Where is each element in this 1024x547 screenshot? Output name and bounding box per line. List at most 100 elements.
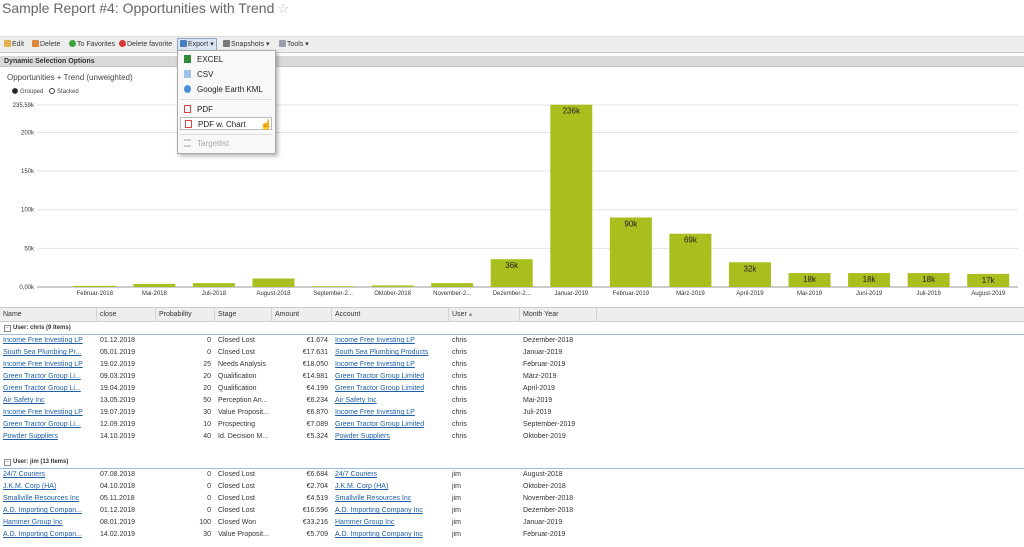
cell-name[interactable]: Income Free Investing LP: [3, 409, 83, 416]
bar[interactable]: [669, 233, 712, 287]
column-header-account[interactable]: Account: [332, 308, 449, 321]
bar[interactable]: [550, 104, 593, 288]
column-header-user[interactable]: User ▴: [449, 308, 520, 321]
table-row[interactable]: Powder Suppliers 14.10.2019 40 Id. Decision…: [0, 431, 1024, 443]
cell-account[interactable]: Air Safety Inc: [335, 397, 377, 404]
bar[interactable]: [73, 285, 116, 287]
tools-button[interactable]: Tools ▾: [279, 39, 309, 50]
column-header-probability[interactable]: Probability: [156, 308, 215, 321]
cell-name[interactable]: Income Free Investing LP: [3, 361, 83, 368]
group-header[interactable]: − User: chris (9 Items): [0, 322, 1024, 335]
cell-name[interactable]: Green Tractor Group Li...: [3, 385, 81, 392]
cell-account[interactable]: Income Free Investing LP: [335, 361, 415, 368]
cell-account[interactable]: A.D. Importing Company Inc: [335, 531, 423, 538]
cell-month-year: November-2018: [523, 495, 574, 502]
cell-stage: Closed Lost: [218, 483, 255, 490]
cell-name[interactable]: Hammer Group Inc: [3, 519, 63, 526]
favorite-star-icon[interactable]: ☆: [277, 1, 290, 16]
export-excel-item[interactable]: EXCEL: [180, 53, 272, 66]
bar[interactable]: [967, 273, 1010, 287]
x-tick-label: Mai-2018: [142, 291, 168, 297]
cell-account[interactable]: Powder Suppliers: [335, 433, 390, 440]
add-icon: [69, 40, 76, 47]
bar[interactable]: [431, 283, 474, 287]
column-header-month-year[interactable]: Month Year: [520, 308, 597, 321]
cell-name[interactable]: 24/7 Couriers: [3, 471, 46, 478]
table-row[interactable]: Green Tractor Group Li... 12.09.2019 10 Pro…: [0, 419, 1024, 431]
cell-name[interactable]: A.D. Importing Compan...: [3, 531, 82, 538]
bar[interactable]: [312, 286, 355, 287]
chevron-down-icon: ▾: [266, 41, 270, 48]
grouped-radio[interactable]: Grouped: [12, 88, 43, 95]
bar[interactable]: [788, 273, 831, 287]
bar-data-label: 236k: [563, 107, 581, 116]
table-row[interactable]: A.D. Importing Compan... 14.02.2019 30 Valu…: [0, 529, 1024, 541]
table-row[interactable]: Income Free Investing LP 19.02.2019 25 Need…: [0, 359, 1024, 371]
bar-data-label: 36k: [505, 261, 519, 270]
bar[interactable]: [848, 273, 891, 287]
table-row[interactable]: A.D. Importing Compan... 01.12.2018 0 Close…: [0, 505, 1024, 517]
cell-name[interactable]: A.D. Importing Compan...: [3, 507, 82, 514]
cell-account[interactable]: Green Tractor Group Limited: [335, 421, 425, 428]
column-header-name[interactable]: Name: [0, 308, 97, 321]
table-row[interactable]: J.K.M. Corp (HA) 04.10.2018 0 Closed Lost €2…: [0, 481, 1024, 493]
column-header-close[interactable]: close: [97, 308, 156, 321]
collapse-icon[interactable]: −: [4, 459, 11, 466]
stacked-radio[interactable]: Stacked: [49, 88, 79, 95]
cell-account[interactable]: Green Tractor Group Limited: [335, 373, 425, 380]
bar[interactable]: [609, 217, 652, 287]
table-row[interactable]: Hammer Group Inc 08.01.2019 100 Closed Won €…: [0, 517, 1024, 529]
cell-account[interactable]: Hammer Group Inc: [335, 519, 395, 526]
bar[interactable]: [371, 285, 414, 287]
cell-account[interactable]: 24/7 Couriers: [335, 471, 378, 478]
cell-probability: 0: [207, 507, 211, 514]
cell-account[interactable]: Smallville Resources Inc: [335, 495, 412, 502]
table-row[interactable]: Green Tractor Group Li... 09.03.2019 20 Qua…: [0, 371, 1024, 383]
cell-name[interactable]: J.K.M. Corp (HA): [3, 483, 57, 490]
export-csv-item[interactable]: CSV: [180, 68, 272, 81]
export-kml-item[interactable]: Google Earth KML: [180, 83, 272, 96]
cell-stage: Qualification: [218, 385, 257, 392]
cell-stage: Id. Decision M...: [218, 433, 269, 440]
bar[interactable]: [192, 283, 235, 287]
table-row[interactable]: 24/7 Couriers 07.08.2018 0 Closed Lost €6.68…: [0, 469, 1024, 481]
table-row[interactable]: Smallville Resources Inc 05.11.2018 0 Close…: [0, 493, 1024, 505]
edit-button[interactable]: Edit: [4, 39, 24, 50]
group-header[interactable]: − User: jim (13 Items): [0, 456, 1024, 469]
snapshots-button[interactable]: Snapshots ▾: [223, 39, 270, 50]
cell-account[interactable]: Income Free Investing LP: [335, 409, 415, 416]
table-row[interactable]: Green Tractor Group Li... 19.04.2019 20 Qua…: [0, 383, 1024, 395]
cell-account[interactable]: A.D. Importing Company Inc: [335, 507, 423, 514]
cell-amount: €2.704: [306, 483, 328, 490]
cell-account[interactable]: Income Free Investing LP: [335, 337, 415, 344]
cell-account[interactable]: J.K.M. Corp (HA): [335, 483, 389, 490]
cell-name[interactable]: South Sea Plumbing Pr...: [3, 349, 82, 356]
export-pdf-chart-item[interactable]: PDF w. Chart ☝: [180, 117, 272, 131]
cell-name[interactable]: Powder Suppliers: [3, 433, 58, 440]
table-row[interactable]: Income Free Investing LP 01.12.2018 0 Close…: [0, 335, 1024, 347]
delete-button[interactable]: Delete: [32, 39, 60, 50]
cell-close: 14.02.2019: [100, 531, 136, 538]
collapse-icon[interactable]: −: [4, 325, 11, 332]
bar[interactable]: [133, 283, 176, 287]
export-pdf-item[interactable]: PDF: [180, 103, 272, 116]
cell-name[interactable]: Green Tractor Group Li...: [3, 373, 81, 380]
cell-name[interactable]: Air Safety Inc: [3, 397, 45, 404]
bar[interactable]: [907, 273, 950, 287]
dynamic-selection-options-bar[interactable]: Dynamic Selection Options: [0, 56, 1024, 67]
bar[interactable]: [490, 259, 533, 287]
bar[interactable]: [728, 262, 771, 287]
bar[interactable]: [252, 278, 295, 287]
table-row[interactable]: Air Safety Inc 13.05.2019 50 Perception An.…: [0, 395, 1024, 407]
cell-name[interactable]: Income Free Investing LP: [3, 337, 83, 344]
cell-account[interactable]: South Sea Plumbing Products: [335, 349, 429, 356]
to-favorites-button[interactable]: To Favorites: [69, 39, 115, 50]
cell-name[interactable]: Smallville Resources Inc: [3, 495, 80, 502]
delete-favorite-button[interactable]: Delete favorite: [119, 39, 172, 50]
cell-name[interactable]: Green Tractor Group Li...: [3, 421, 81, 428]
table-row[interactable]: South Sea Plumbing Pr... 05.01.2019 0 Close…: [0, 347, 1024, 359]
column-header-amount[interactable]: Amount: [272, 308, 332, 321]
cell-account[interactable]: Green Tractor Group Limited: [335, 385, 425, 392]
column-header-stage[interactable]: Stage: [215, 308, 272, 321]
table-row[interactable]: Income Free Investing LP 19.07.2019 30 Valu…: [0, 407, 1024, 419]
